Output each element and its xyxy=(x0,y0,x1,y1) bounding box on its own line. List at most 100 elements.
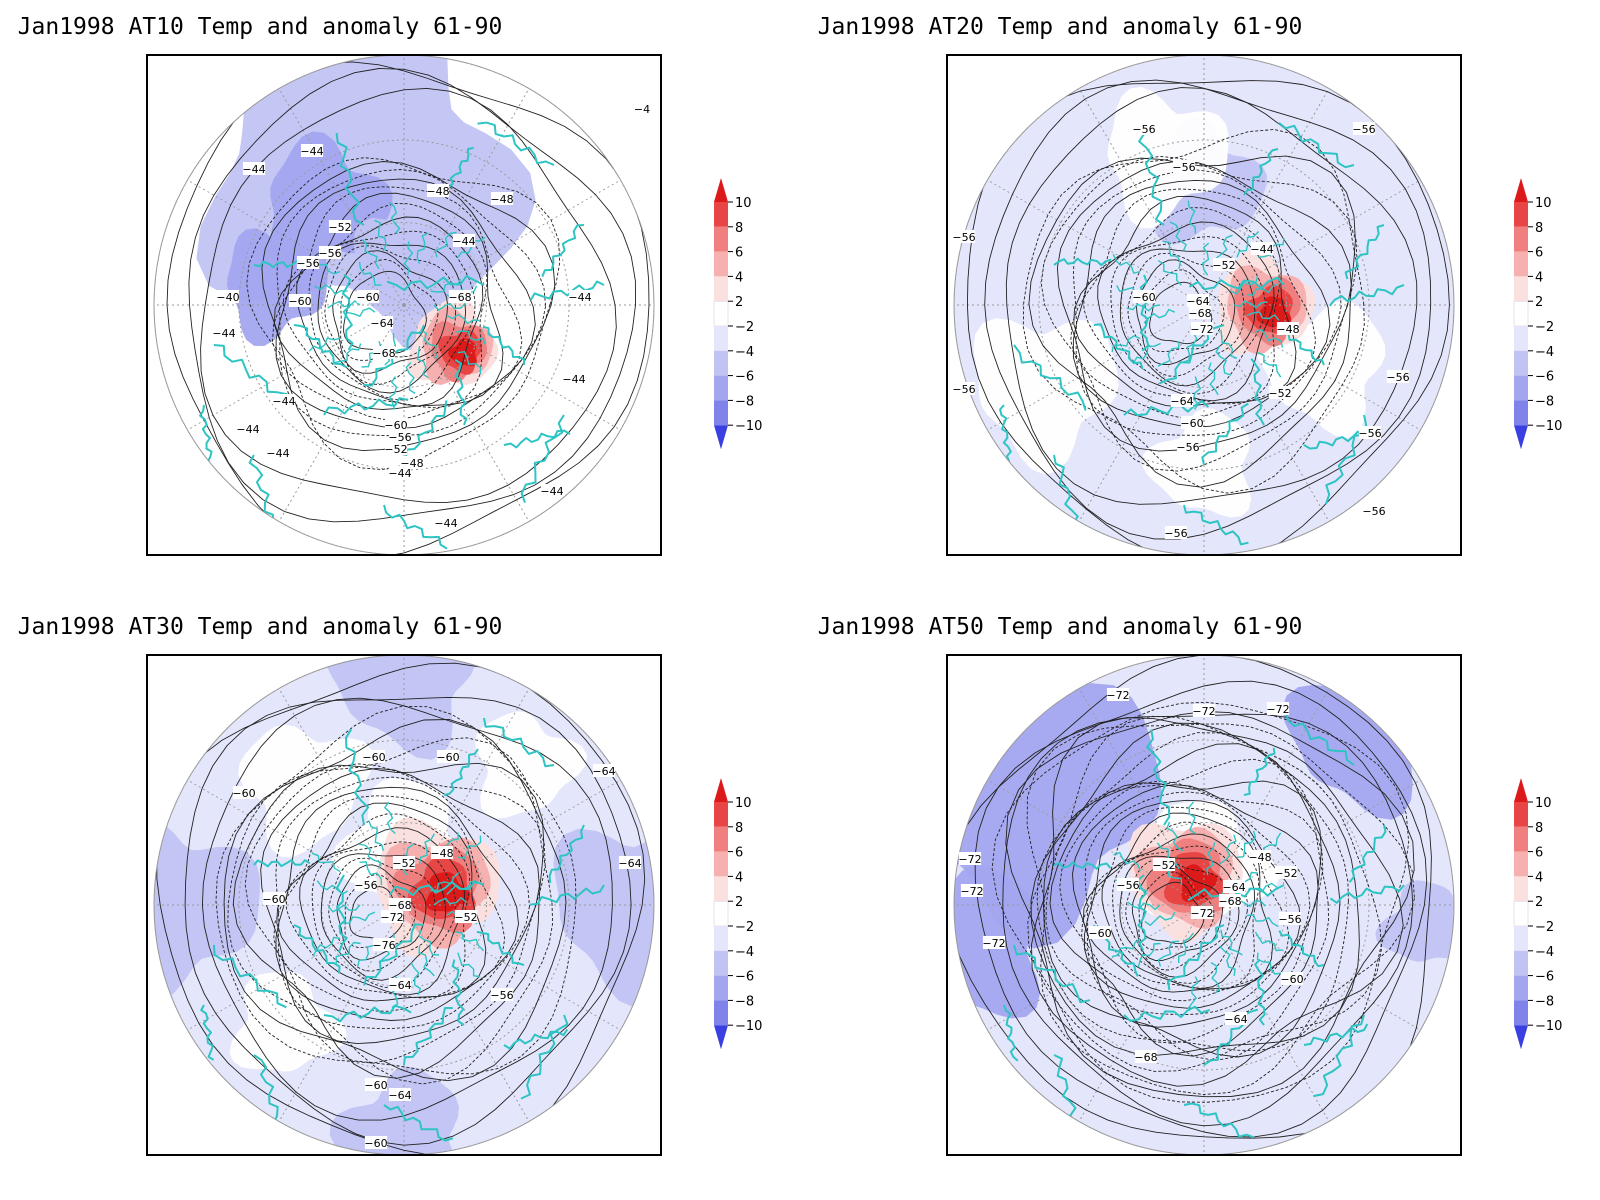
contour-label-text: −68 xyxy=(448,291,471,304)
coastline-path xyxy=(420,329,439,360)
contour-label-bg xyxy=(1250,242,1274,255)
latitude-circle xyxy=(1121,222,1287,388)
polar-map: −72 −72 −72 −72 −72 −72 −48 −52 −52 −56 −64 −68 −72−… xyxy=(946,654,1462,1156)
meridian-line xyxy=(278,304,405,522)
contour-label: −52 xyxy=(1274,866,1298,880)
temperature-contour xyxy=(1125,858,1231,971)
contour-label-text: −72 xyxy=(1266,703,1289,716)
temperature-contour xyxy=(1030,722,1360,1056)
contour-label-text: −68 xyxy=(388,899,411,912)
coastline-path xyxy=(1143,308,1176,324)
contour-label-text: −68 xyxy=(1134,1051,1157,1064)
contour-label: −64 xyxy=(1170,394,1194,408)
coastline-path xyxy=(1278,122,1355,169)
map-panel-at20: Jan1998 AT20 Temp and anomaly 61-90 −56 −… xyxy=(800,0,1562,580)
contour-label-text: −60 xyxy=(364,1137,387,1150)
colorbar-label: −10 xyxy=(735,419,762,434)
coastline-path xyxy=(430,278,462,293)
contour-label-text: −76 xyxy=(372,939,395,952)
contour-label-text: −60 xyxy=(1088,927,1111,940)
coastline-path xyxy=(433,302,466,311)
contour-label: −72 xyxy=(1266,702,1290,716)
contour-label: −56 xyxy=(1352,122,1376,136)
contour-label-text: −56 xyxy=(1352,123,1375,136)
coastline-path xyxy=(455,330,486,345)
colorbar-bottom-arrow xyxy=(714,425,728,450)
temperature-contour xyxy=(332,250,449,374)
coastline-path xyxy=(383,504,448,550)
coastline-path xyxy=(253,859,311,868)
colorbar-swatch xyxy=(714,350,728,376)
coastline-path xyxy=(1112,253,1141,274)
coastline-path xyxy=(1246,282,1279,296)
contour-label-text: −56 xyxy=(1176,441,1199,454)
contour-label: −60 xyxy=(1132,290,1156,304)
map-boundary xyxy=(953,656,1455,1154)
coastline-path xyxy=(1003,1004,1019,1062)
contour-label-bg xyxy=(1186,294,1210,307)
contour-label-bg xyxy=(1164,526,1188,539)
colorbar-label: −8 xyxy=(735,994,754,1009)
contour-label-bg xyxy=(232,786,256,799)
colorbar-swatch xyxy=(1514,202,1528,227)
coastline-path xyxy=(358,843,381,869)
contour-label-text: −56 xyxy=(1116,879,1139,892)
polar-map: −56 −56 −56 −56 −56 −44 −52 −60 −64 −68 −72 −48 −56−… xyxy=(946,54,1462,556)
colorbar-swatch xyxy=(714,251,728,277)
temperature-contour xyxy=(328,857,436,972)
contour-label-bg xyxy=(364,1136,388,1149)
contour-label-bg xyxy=(384,442,408,455)
contour-label-bg xyxy=(388,430,412,443)
coastline-path xyxy=(446,313,480,325)
contour-label-text: −48 xyxy=(430,847,453,860)
colorbar-label: 4 xyxy=(735,870,743,885)
contour-label: −56 xyxy=(952,230,976,244)
contour-label-text: −52 xyxy=(1274,867,1297,880)
coastline-path xyxy=(403,1007,453,1066)
contour-label: −60 xyxy=(1180,416,1204,430)
temperature-contour xyxy=(1084,791,1311,1015)
coastline-path xyxy=(1236,830,1257,858)
colorbar-label: 6 xyxy=(1535,246,1543,261)
colorbar-label: 6 xyxy=(735,246,743,261)
contour-label: −60 xyxy=(288,294,312,308)
coastline-path xyxy=(1219,834,1237,865)
colorbar-label: −6 xyxy=(1535,970,1554,985)
coastline-path xyxy=(1348,824,1387,883)
temperature-contour xyxy=(232,762,545,1079)
coastline-path xyxy=(476,930,525,966)
contour-label: −72 xyxy=(1106,688,1130,702)
coastline-path xyxy=(1257,352,1282,378)
contour-label-text: −44 xyxy=(272,395,295,408)
coastline-path xyxy=(1313,1014,1365,1098)
temperature-contour xyxy=(1005,87,1418,505)
anomaly-region xyxy=(1375,880,1454,962)
contour-label-bg xyxy=(296,256,320,269)
coastline-path xyxy=(1157,940,1180,967)
colorbar-label: −10 xyxy=(735,1019,762,1034)
contour-label: −60 xyxy=(1280,972,1304,986)
contour-label-bg xyxy=(434,516,458,529)
coastline-path xyxy=(1246,311,1280,321)
coastline-path xyxy=(1215,345,1232,376)
contour-label-bg xyxy=(1358,426,1382,439)
coastline-path xyxy=(1183,504,1249,546)
contour-label-text: −56 xyxy=(354,879,377,892)
colorbar-swatch xyxy=(714,950,728,976)
contour-label: −56 xyxy=(490,988,514,1002)
coastline-path xyxy=(418,833,435,865)
contour-label-text: −56 xyxy=(1386,371,1409,384)
contour-label: −68 xyxy=(1218,894,1242,908)
coastline-path xyxy=(1303,430,1371,450)
meridian-line xyxy=(403,304,621,431)
coastline-path xyxy=(541,224,585,277)
map-disk xyxy=(954,656,1454,1154)
colorbar-label: 2 xyxy=(735,895,743,910)
contour-label-text: −44 xyxy=(266,447,289,460)
colorbar-swatch xyxy=(1514,802,1528,827)
contour-label-bg xyxy=(1134,1050,1158,1063)
contour-label-bg xyxy=(288,294,312,307)
temperature-contour xyxy=(1026,723,1415,1095)
colorbar-swatch xyxy=(714,926,728,951)
panel-title: Jan1998 AT50 Temp and anomaly 61-90 xyxy=(817,614,1303,640)
